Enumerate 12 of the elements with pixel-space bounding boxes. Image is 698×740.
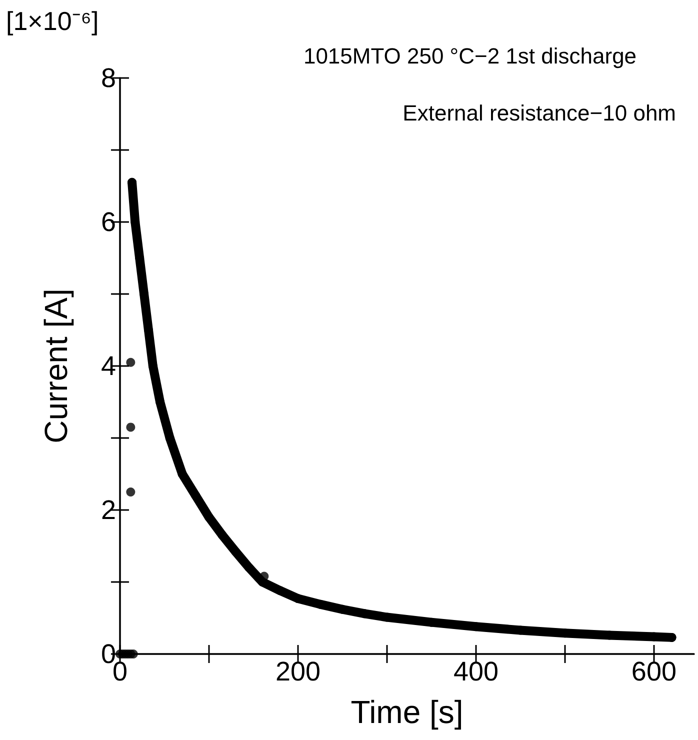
x-tick-label: 200 xyxy=(275,656,321,686)
y-tick-label: 6 xyxy=(100,207,116,237)
y-tick-label: 4 xyxy=(100,351,116,381)
x-axis-title: Time [s] xyxy=(350,694,464,730)
x-tick-label: 400 xyxy=(453,656,498,686)
text: [1×10⁻⁶] xyxy=(6,6,99,36)
y-tick-label: 2 xyxy=(100,495,116,525)
chart-title: 1015MTO 250 °C−2 1st discharge xyxy=(303,44,637,68)
x-tick-label: 600 xyxy=(631,656,676,686)
annotation: External resistance−10 ohm xyxy=(402,100,676,126)
y-tick-label: 8 xyxy=(100,63,116,93)
y-axis-title: Current [A] xyxy=(38,288,74,444)
